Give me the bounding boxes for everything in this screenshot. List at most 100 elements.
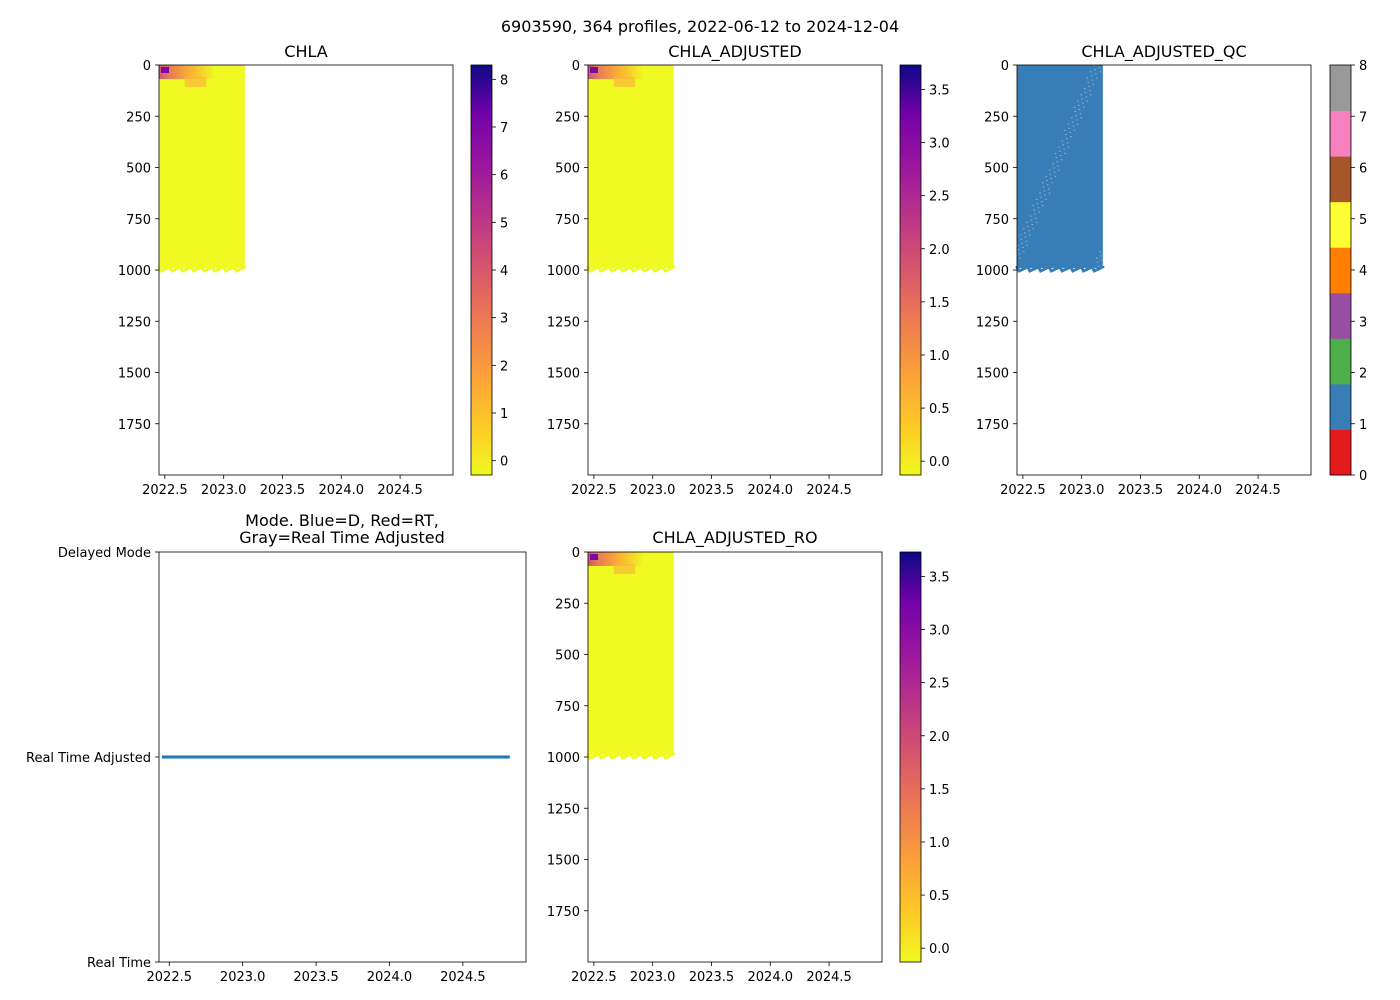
x-tick-label: 2023.0 (201, 483, 247, 498)
x-tick-label: 2024.5 (806, 970, 852, 985)
qc-speckle (1055, 157, 1058, 159)
plot-area: 0 250 500 750 1000 1250 1500 1750 2022.5 2023.0 20… (547, 546, 883, 985)
qc-speckle (1085, 96, 1088, 98)
colorbar-tick-label: 2.5 (929, 190, 950, 205)
colorbar-tick-label: 8 (1359, 59, 1367, 74)
y-tick-label: 1250 (976, 315, 1009, 330)
qc-speckle (1092, 83, 1094, 85)
colorbar-tick-label: 1 (1359, 418, 1367, 433)
x-tick-label: 2023.0 (630, 483, 676, 498)
qc-speckle (1093, 65, 1095, 66)
y-tick-label: 1000 (976, 264, 1009, 279)
qc-speckle (1019, 257, 1022, 259)
qc-speckle (1065, 138, 1068, 140)
data-field-edge (586, 264, 676, 273)
qc-speckle (1021, 242, 1023, 244)
y-tick-label: 1000 (118, 264, 151, 279)
colorbar-segment-0 (1330, 429, 1351, 476)
qc-speckle (1019, 234, 1022, 236)
y-tick-label: 500 (555, 649, 580, 664)
colorbar-gradient (900, 65, 921, 475)
qc-speckle (1045, 175, 1047, 177)
x-tick-label: 2023.0 (1059, 483, 1105, 498)
qc-speckle (1090, 71, 1092, 73)
colorbar-segment-2 (1330, 338, 1351, 385)
data-field (588, 65, 674, 268)
qc-speckle (1067, 123, 1070, 125)
qc-speckle (1054, 152, 1057, 154)
colorbar-tick-label: 1 (500, 407, 508, 422)
qc-speckle (1052, 163, 1054, 165)
x-tick-label: 2023.5 (689, 970, 735, 985)
qc-speckle (1059, 150, 1061, 152)
qc-speckle (1041, 205, 1044, 207)
qc-speckle (1035, 198, 1038, 200)
qc-speckle (1023, 251, 1025, 253)
colorbar-tick-label: 2 (1359, 367, 1367, 382)
colorbar-tick-label: 0.0 (929, 455, 950, 470)
y-tick-label: 250 (126, 110, 151, 125)
colorbar-gradient (471, 65, 492, 475)
qc-speckle (1058, 146, 1060, 148)
subsurface-band (184, 77, 207, 87)
x-tick-label: 2023.5 (293, 970, 339, 985)
y-tick-label: 1500 (976, 367, 1009, 382)
y-tick-label: 750 (555, 213, 580, 228)
y-tick-label: 750 (126, 213, 151, 228)
qc-speckle (1071, 117, 1073, 119)
qc-speckle (1061, 140, 1064, 142)
x-tick-label: 2022.5 (1000, 483, 1046, 498)
colorbar-segment-3 (1330, 292, 1351, 339)
qc-speckle (1020, 238, 1022, 240)
qc-speckle (1053, 171, 1056, 173)
qc-speckle (1086, 77, 1088, 79)
colorbar-tick-label: 1.5 (929, 783, 950, 798)
surface-band (159, 65, 215, 79)
qc-speckle (1032, 228, 1034, 230)
colorbar: 0.0 0.5 1.0 1.5 2.0 2.5 3.0 3.5 (899, 64, 950, 476)
colorbar-tick-label: 6 (1359, 162, 1367, 177)
subsurface-band (613, 564, 636, 574)
colorbar-tick-label: 0.5 (929, 402, 950, 417)
qc-speckle (1027, 226, 1029, 228)
qc-speckle (1046, 180, 1048, 182)
panel-title: CHLA (284, 42, 327, 61)
y-tick-label: 1750 (547, 905, 580, 920)
qc-speckle (1068, 127, 1070, 129)
colorbar-tick-label: 3.0 (929, 137, 950, 152)
colorbar-tick-label: 3.0 (929, 624, 950, 639)
qc-speckle (1047, 188, 1050, 190)
qc-speckle (1086, 100, 1088, 102)
colorbar-gradient (900, 552, 921, 962)
qc-speckle (1099, 251, 1101, 253)
y-tick-label: 750 (555, 700, 580, 715)
qc-speckle (1070, 136, 1072, 138)
qc-speckle (1051, 182, 1053, 184)
colorbar-tick-label: 3.5 (929, 83, 950, 98)
qc-speckle (1047, 184, 1049, 186)
colorbar-tick-label: 2 (500, 359, 508, 374)
colorbar-tick-label: 4 (500, 264, 508, 279)
colorbar: 0 1 2 3 4 5 6 7 8 (1329, 59, 1367, 484)
x-tick-label: 2024.0 (319, 483, 365, 498)
panel-chla-adjusted-ro: CHLA_ADJUSTED_RO 0 250 500 750 1000 1250 1500 1… (547, 528, 950, 985)
qc-speckle (1054, 175, 1057, 177)
x-tick-label: 2024.5 (440, 970, 486, 985)
surface-peak (590, 554, 598, 560)
x-tick-label: 2022.5 (571, 483, 617, 498)
qc-speckle (1101, 259, 1103, 261)
y-tick-label: 1000 (547, 751, 580, 766)
qc-speckle (1077, 100, 1079, 102)
colorbar-tick-label: 5 (500, 216, 508, 231)
qc-speckle (1042, 186, 1045, 188)
qc-speckle (1043, 190, 1046, 192)
y-tick-label: 1250 (547, 315, 580, 330)
qc-speckle (1017, 249, 1020, 251)
x-tick-label: 2023.0 (630, 970, 676, 985)
colorbar-tick-label: 7 (1359, 110, 1367, 125)
colorbar-segment-4 (1330, 247, 1351, 294)
data-field-edge (586, 751, 676, 760)
qc-speckle (1080, 117, 1082, 119)
colorbar-tick-label: 1.5 (929, 296, 950, 311)
x-tick-label: 2023.5 (1118, 483, 1164, 498)
